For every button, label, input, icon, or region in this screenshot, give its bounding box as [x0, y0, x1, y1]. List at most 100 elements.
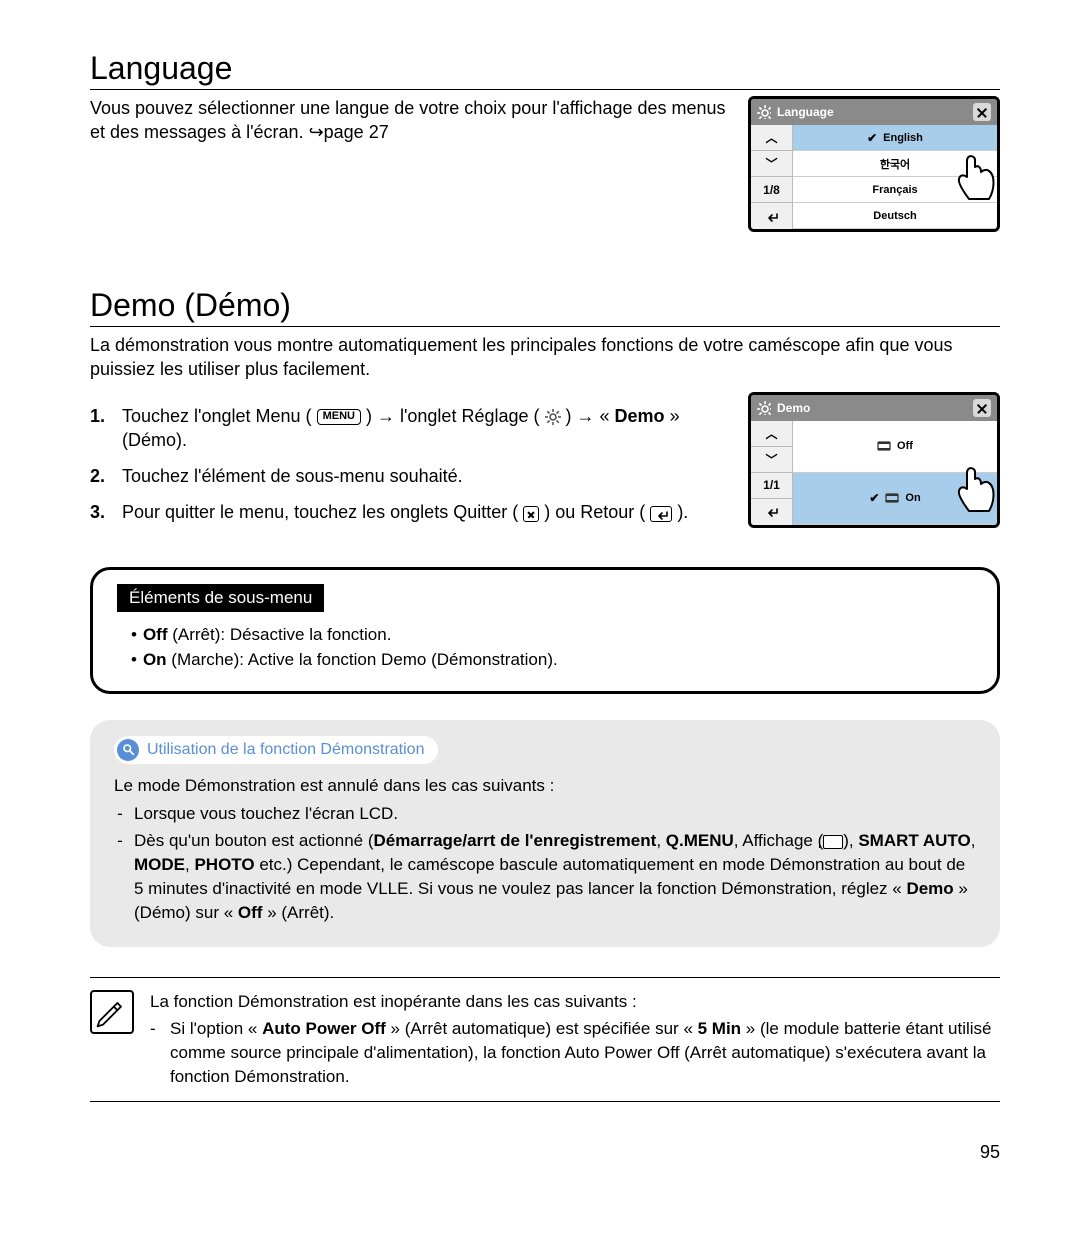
- step-2: 2. Touchez l'élément de sous-menu souhai…: [90, 464, 728, 488]
- note-lead: La fonction Démonstration est inopérante…: [150, 990, 1000, 1014]
- submenu-items: •Off (Arrêt): Désactive la fonction. •On…: [117, 622, 973, 673]
- film-icon: [885, 492, 899, 504]
- check-icon: ✔: [869, 491, 879, 505]
- t: , Affichage (: [734, 831, 823, 850]
- t: » (Arrêt).: [262, 903, 334, 922]
- tip-pill: Utilisation de la fonction Démonstration: [114, 736, 438, 764]
- lcd-header: Demo: [751, 395, 997, 421]
- tip-item-2-text: Dès qu'un bouton est actionné (Démarrage…: [134, 829, 976, 924]
- back-icon[interactable]: [751, 203, 792, 229]
- t: Auto Power Off: [262, 1019, 386, 1038]
- t: PHOTO: [194, 855, 254, 874]
- on-text: (Marche): Active la fonction Demo (Démon…: [167, 650, 558, 669]
- lcd-list-item[interactable]: Français: [793, 177, 997, 203]
- chevron-down-icon[interactable]: ﹀: [751, 151, 792, 177]
- t: etc.) Cependant, le caméscope bascule au…: [134, 855, 965, 898]
- t: Pour quitter le menu, touchez les onglet…: [122, 502, 518, 522]
- t: ,: [971, 831, 976, 850]
- t: ) → «: [566, 406, 615, 426]
- step-3: 3. Pour quitter le menu, touchez les ong…: [90, 500, 728, 524]
- t: Si l'option «: [170, 1019, 262, 1038]
- note-row: La fonction Démonstration est inopérante…: [90, 977, 1000, 1102]
- chevron-down-icon[interactable]: ﹀: [751, 447, 792, 473]
- t: Q.MENU: [666, 831, 734, 850]
- language-desc-text: Vous pouvez sélectionner une langue de v…: [90, 98, 726, 142]
- lcd-list: Off ✔ On: [793, 421, 997, 525]
- t: ,: [656, 831, 665, 850]
- lcd-title: Language: [777, 105, 834, 119]
- lcd-list-item-label: English: [883, 132, 923, 144]
- t: Touchez l'onglet Menu (: [122, 406, 312, 426]
- lcd-list-item-label: 한국어: [880, 156, 910, 172]
- step-number: 3.: [90, 500, 112, 524]
- close-icon: [523, 506, 539, 522]
- lcd-list-item-label: Deutsch: [873, 210, 916, 222]
- t: Demo: [906, 879, 953, 898]
- gear-icon: [757, 401, 771, 415]
- t: » (Arrêt automatique) est spécifiée sur …: [386, 1019, 698, 1038]
- demo-steps: 1. Touchez l'onglet Menu ( MENU ) → l'on…: [90, 404, 728, 537]
- note-body: La fonction Démonstration est inopérante…: [150, 990, 1000, 1089]
- section-title-language: Language: [90, 50, 1000, 90]
- page-number: 95: [90, 1142, 1000, 1163]
- close-icon[interactable]: [973, 103, 991, 121]
- lcd-list-item[interactable]: ✔ On: [793, 473, 997, 525]
- lcd-list: ✔ English 한국어 Français Deutsch: [793, 125, 997, 229]
- t: 5 Min: [698, 1019, 741, 1038]
- lcd-list-item-label: On: [905, 492, 920, 504]
- tip-pill-label: Utilisation de la fonction Démonstration: [147, 741, 424, 759]
- lcd-header: Language: [751, 99, 997, 125]
- chevron-up-icon[interactable]: ︿: [751, 125, 792, 151]
- t: SMART AUTO: [858, 831, 970, 850]
- t: ) → l'onglet Réglage (: [366, 406, 540, 426]
- check-icon: ✔: [867, 131, 877, 145]
- lcd-demo-panel: Demo ︿ ﹀ 1/1 Off ✔ On: [748, 392, 1000, 528]
- t: Off: [238, 903, 263, 922]
- magnifier-icon: [117, 739, 139, 761]
- step-2-text: Touchez l'élément de sous-menu souhaité.: [122, 464, 463, 488]
- pencil-icon: [90, 990, 134, 1034]
- language-description: Vous pouvez sélectionner une langue de v…: [90, 96, 728, 145]
- menu-icon: MENU: [317, 409, 361, 425]
- demo-bold: Demo: [615, 406, 665, 426]
- submenu-item-on: •On (Marche): Active la fonction Demo (D…: [131, 647, 973, 673]
- section-title-demo: Demo (Démo): [90, 287, 1000, 327]
- submenu-label: Éléments de sous-menu: [117, 584, 324, 612]
- t: MODE: [134, 855, 185, 874]
- chevron-up-icon[interactable]: ︿: [751, 421, 792, 447]
- section-demo: Demo (Démo) La démonstration vous montre…: [90, 287, 1000, 1102]
- lcd-page-indicator: 1/1: [751, 473, 792, 499]
- step-number: 1.: [90, 404, 112, 453]
- t: Démarrage/arrt de l'enregistrement: [374, 831, 657, 850]
- section-language: Language Vous pouvez sélectionner une la…: [90, 50, 1000, 232]
- t: Dès qu'un bouton est actionné (: [134, 831, 374, 850]
- step-number: 2.: [90, 464, 112, 488]
- gear-icon: [757, 105, 771, 119]
- off-bold: Off: [143, 625, 168, 644]
- demo-intro: La démonstration vous montre automatique…: [90, 333, 1000, 382]
- back-icon: [650, 506, 672, 522]
- tip-body: Le mode Démonstration est annulé dans le…: [114, 774, 976, 925]
- gear-icon: [545, 409, 561, 425]
- lcd-list-item[interactable]: 한국어: [793, 151, 997, 177]
- close-icon[interactable]: [973, 399, 991, 417]
- lcd-page-indicator: 1/8: [751, 177, 792, 203]
- t: ).: [677, 502, 688, 522]
- film-icon: [877, 440, 891, 452]
- lcd-list-item[interactable]: ✔ English: [793, 125, 997, 151]
- lcd-list-item[interactable]: Off: [793, 421, 997, 473]
- off-text: (Arrêt): Désactive la fonction.: [168, 625, 392, 644]
- lcd-list-item-label: Off: [897, 440, 913, 452]
- submenu-box: Éléments de sous-menu •Off (Arrêt): Désa…: [90, 567, 1000, 694]
- language-page-ref: ↪page 27: [309, 122, 389, 142]
- step-3-text: Pour quitter le menu, touchez les onglet…: [122, 500, 688, 524]
- lcd-sidebar: ︿ ﹀ 1/1: [751, 421, 793, 525]
- step-1-text: Touchez l'onglet Menu ( MENU ) → l'ongle…: [122, 404, 728, 453]
- lcd-language-panel: Language ︿ ﹀ 1/8 ✔ English 한국어 Français Deut…: [748, 96, 1000, 232]
- tip-lead: Le mode Démonstration est annulé dans le…: [114, 774, 976, 798]
- back-icon[interactable]: [751, 499, 792, 525]
- lcd-list-item[interactable]: Deutsch: [793, 203, 997, 229]
- note-item: - Si l'option « Auto Power Off » (Arrêt …: [150, 1017, 1000, 1088]
- tip-item-1: -Lorsque vous touchez l'écran LCD.: [114, 802, 976, 826]
- submenu-item-off: •Off (Arrêt): Désactive la fonction.: [131, 622, 973, 648]
